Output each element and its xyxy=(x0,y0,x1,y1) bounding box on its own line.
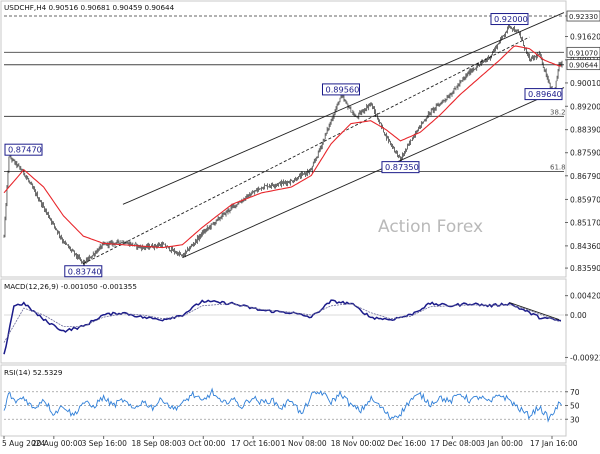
macd-signal-line xyxy=(3,303,561,343)
price-highlight-tag xyxy=(566,10,600,22)
price-channel-group xyxy=(83,12,565,265)
price-ytick-label: 0.91620 xyxy=(570,32,600,41)
price-ytick-label: 0.87590 xyxy=(570,149,600,158)
price-ytick-label: 0.83590 xyxy=(570,264,600,273)
price-callout: 0.87350 xyxy=(381,161,420,174)
x-tick-label: 17 Jan 16:00 xyxy=(530,439,578,448)
rsi-yaxis-group: 70 50 30 xyxy=(565,388,580,424)
x-tick-label: 3 Sep 16:00 xyxy=(82,439,128,448)
price-callout: 0.87470 xyxy=(4,143,43,156)
price-highlight-label: 0.92330 xyxy=(569,13,598,21)
macd-ytick-label: 0.00 xyxy=(570,311,587,320)
price-ytick-label: 0.88390 xyxy=(570,126,600,135)
x-tick-label: 5 Aug 2024 xyxy=(2,439,45,448)
price-ytick-label: 0.89200 xyxy=(570,102,600,111)
callout-box xyxy=(381,161,420,174)
macd-panel-frame xyxy=(0,278,567,364)
watermark: Action Forex xyxy=(378,217,483,237)
x-tick-label: 3 Oct 00:00 xyxy=(181,439,225,448)
fib-level-label: 38.2 xyxy=(550,108,566,116)
price-ytick-label: 0.84360 xyxy=(570,242,600,251)
price-callout: 0.83740 xyxy=(64,265,103,278)
rsi-line xyxy=(3,387,562,423)
callout-label: 0.89560 xyxy=(325,84,359,94)
price-highlight-tag xyxy=(566,59,600,71)
price-highlight-label: 0.90644 xyxy=(569,62,598,70)
price-ytick-label: 0.85970 xyxy=(570,195,600,204)
x-tick-label: 18 Sep 08:00 xyxy=(131,439,181,448)
moving-average-line xyxy=(3,45,561,249)
rsi-lines-group xyxy=(3,387,564,423)
x-tick-label: 18 Nov 00:00 xyxy=(331,439,382,448)
price-highlight-tag xyxy=(566,46,600,58)
macd-ytick-label: -0.009227 xyxy=(570,353,600,362)
callout-box xyxy=(524,88,563,101)
price-callouts-group: 0.87470 0.83740 0.89560 0.87350 0.92000 0.896… xyxy=(4,13,563,278)
x-tick-label: 17 Oct 16:00 xyxy=(231,439,280,448)
callout-label: 0.87350 xyxy=(385,162,419,172)
rsi-ytick-label: 70 xyxy=(570,388,580,397)
x-tick-label: 3 Jan 00:00 xyxy=(480,439,523,448)
macd-panel-header: MACD(12,26,9) -0.001050 -0.001355 xyxy=(4,282,137,291)
rsi-ytick-label: 50 xyxy=(570,402,580,411)
callout-label: 0.83740 xyxy=(68,266,102,276)
macd-lines-group xyxy=(3,299,564,355)
x-tick-label: 17 Dec 08:00 xyxy=(430,439,481,448)
fib-level-label: 61.8 xyxy=(550,163,566,171)
rsi-ytick-label: 30 xyxy=(570,415,580,424)
price-panel-header: USDCHF,H4 0.90516 0.90681 0.90459 0.9064… xyxy=(4,3,175,12)
price-panel-frame xyxy=(0,0,567,278)
x-tick-label: 2 Dec 16:00 xyxy=(381,439,427,448)
price-levels-group: 38.2 61.8 xyxy=(4,15,566,172)
x-tick-label: 1 Nov 08:00 xyxy=(281,439,327,448)
macd-ytick-label: 0.004207 xyxy=(570,292,600,301)
x-tick-label: 20 Aug 00:00 xyxy=(32,439,83,448)
callout-box xyxy=(321,83,360,96)
callout-label: 0.92000 xyxy=(494,14,528,24)
macd-trend-line xyxy=(509,302,560,321)
rsi-panel-header: RSI(14) 52.5329 xyxy=(4,368,63,377)
price-callout: 0.89640 xyxy=(524,88,563,101)
channel-lower-line xyxy=(182,87,565,259)
price-callout: 0.92000 xyxy=(490,13,529,26)
channel-upper-line xyxy=(122,12,565,205)
callout-box xyxy=(4,143,43,156)
price-highlight-label: 0.91070 xyxy=(569,49,598,57)
callout-box xyxy=(64,265,103,278)
price-yaxis-group: 0.923300.916200.908100.900100.892000.883… xyxy=(565,10,600,273)
channel-mid-dashed-line xyxy=(83,36,530,265)
callout-box xyxy=(490,13,529,26)
price-ma-group xyxy=(3,45,561,249)
price-callout: 0.89560 xyxy=(321,83,360,96)
price-ytick-label: 0.90010 xyxy=(570,79,600,88)
macd-yaxis-group: 0.004207 0.00 -0.009227 xyxy=(565,292,600,362)
callout-label: 0.87470 xyxy=(8,145,42,155)
price-ytick-label: 0.85170 xyxy=(570,219,600,228)
price-ytick-label: 0.86790 xyxy=(570,172,600,181)
rsi-panel-frame xyxy=(0,364,567,437)
callout-label: 0.89640 xyxy=(528,89,562,99)
